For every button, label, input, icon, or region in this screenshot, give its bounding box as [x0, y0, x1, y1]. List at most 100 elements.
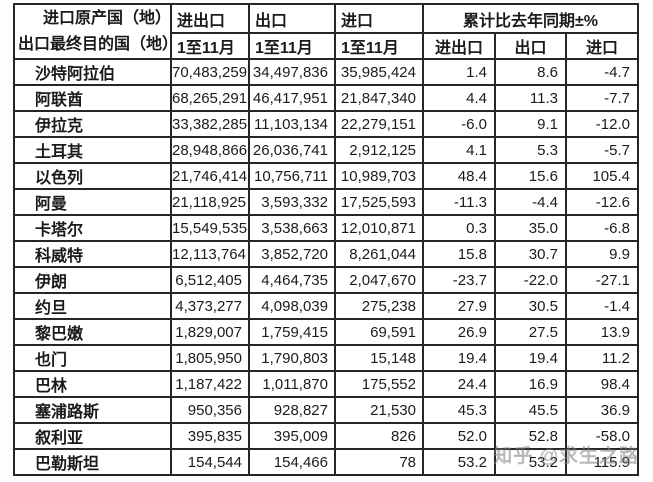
header-yoy-group: 累计比去年同期±% — [422, 3, 639, 34]
imp-exp-value-cell: 395,835 — [170, 422, 250, 450]
yoy-imp-exp-cell: 45.3 — [422, 396, 496, 424]
header-period-imp: 1至11月 — [334, 32, 424, 60]
table-row: 巴勒斯坦 154,544 154,466 78 53.2 53.2 115.9 — [13, 448, 639, 476]
yoy-imp-exp-cell: 48.4 — [422, 162, 496, 190]
header-yoy-imp: 进口 — [565, 32, 639, 60]
yoy-imp-exp-cell: 4.1 — [422, 136, 496, 164]
yoy-imp-exp-cell: -23.7 — [422, 266, 496, 294]
yoy-exp-cell: 11.3 — [494, 84, 567, 112]
table-header: 进口原产国（地） 出口最终目的国（地） 进出口 出口 进口 累计比去年同期±% … — [13, 3, 639, 60]
header-imp-exp: 进出口 — [170, 3, 250, 34]
country-name-cell: 伊拉克 — [13, 110, 172, 138]
yoy-exp-cell: 16.9 — [494, 370, 567, 398]
exp-value-cell: 3,538,663 — [248, 214, 336, 242]
imp-value-cell: 8,261,044 — [334, 240, 424, 268]
yoy-exp-cell: 35.0 — [494, 214, 567, 242]
yoy-imp-cell: 36.9 — [565, 396, 639, 424]
table-row: 伊拉克 33,382,285 11,103,134 22,279,151 -6.… — [13, 110, 639, 138]
table-row: 沙特阿拉伯 70,483,259 34,497,836 35,985,424 1… — [13, 58, 639, 86]
exp-value-cell: 26,036,741 — [248, 136, 336, 164]
table-row: 阿曼 21,118,925 3,593,332 17,525,593 -11.3… — [13, 188, 639, 216]
yoy-imp-cell: -7.7 — [565, 84, 639, 112]
imp-exp-value-cell: 28,948,866 — [170, 136, 250, 164]
yoy-imp-cell: 105.4 — [565, 162, 639, 190]
exp-value-cell: 4,464,735 — [248, 266, 336, 294]
country-name-cell: 科威特 — [13, 240, 172, 268]
imp-exp-value-cell: 154,544 — [170, 448, 250, 476]
table-row: 约旦 4,373,277 4,098,039 275,238 27.9 30.5… — [13, 292, 639, 320]
imp-exp-value-cell: 70,483,259 — [170, 58, 250, 86]
country-name-cell: 黎巴嫩 — [13, 318, 172, 346]
yoy-imp-cell: -1.4 — [565, 292, 639, 320]
imp-exp-value-cell: 1,187,422 — [170, 370, 250, 398]
yoy-exp-cell: 19.4 — [494, 344, 567, 372]
exp-value-cell: 1,011,870 — [248, 370, 336, 398]
imp-exp-value-cell: 1,805,950 — [170, 344, 250, 372]
imp-exp-value-cell: 6,512,405 — [170, 266, 250, 294]
table-row: 叙利亚 395,835 395,009 826 52.0 52.8 -58.0 — [13, 422, 639, 450]
table-row: 黎巴嫩 1,829,007 1,759,415 69,591 26.9 27.5… — [13, 318, 639, 346]
country-name-cell: 塞浦路斯 — [13, 396, 172, 424]
yoy-imp-cell: 115.9 — [565, 448, 639, 476]
table-row: 也门 1,805,950 1,790,803 15,148 19.4 19.4 … — [13, 344, 639, 372]
exp-value-cell: 4,098,039 — [248, 292, 336, 320]
exp-value-cell: 395,009 — [248, 422, 336, 450]
imp-value-cell: 17,525,593 — [334, 188, 424, 216]
country-name-cell: 沙特阿拉伯 — [13, 58, 172, 86]
imp-value-cell: 2,912,125 — [334, 136, 424, 164]
yoy-imp-exp-cell: 27.9 — [422, 292, 496, 320]
header-country-line2: 出口最终目的国（地） — [18, 36, 171, 53]
imp-value-cell: 10,989,703 — [334, 162, 424, 190]
country-name-cell: 阿曼 — [13, 188, 172, 216]
imp-exp-value-cell: 21,118,925 — [170, 188, 250, 216]
yoy-imp-cell: -5.7 — [565, 136, 639, 164]
yoy-imp-cell: 98.4 — [565, 370, 639, 398]
country-name-cell: 土耳其 — [13, 136, 172, 164]
yoy-imp-exp-cell: -11.3 — [422, 188, 496, 216]
yoy-exp-cell: 53.2 — [494, 448, 567, 476]
table-row: 科威特 12,113,764 3,852,720 8,261,044 15.8 … — [13, 240, 639, 268]
yoy-exp-cell: 5.3 — [494, 136, 567, 164]
header-imp: 进口 — [334, 3, 424, 34]
country-name-cell: 约旦 — [13, 292, 172, 320]
imp-value-cell: 21,847,340 — [334, 84, 424, 112]
exp-value-cell: 10,756,711 — [248, 162, 336, 190]
yoy-imp-exp-cell: 15.8 — [422, 240, 496, 268]
exp-value-cell: 3,593,332 — [248, 188, 336, 216]
yoy-imp-cell: -12.6 — [565, 188, 639, 216]
imp-exp-value-cell: 12,113,764 — [170, 240, 250, 268]
exp-value-cell: 928,827 — [248, 396, 336, 424]
imp-value-cell: 35,985,424 — [334, 58, 424, 86]
table-row: 土耳其 28,948,866 26,036,741 2,912,125 4.1 … — [13, 136, 639, 164]
imp-value-cell: 275,238 — [334, 292, 424, 320]
yoy-imp-exp-cell: 19.4 — [422, 344, 496, 372]
yoy-imp-cell: -4.7 — [565, 58, 639, 86]
imp-value-cell: 15,148 — [334, 344, 424, 372]
yoy-imp-cell: -12.0 — [565, 110, 639, 138]
yoy-imp-exp-cell: 53.2 — [422, 448, 496, 476]
yoy-imp-cell: 13.9 — [565, 318, 639, 346]
table-row: 巴林 1,187,422 1,011,870 175,552 24.4 16.9… — [13, 370, 639, 398]
table-row: 以色列 21,746,414 10,756,711 10,989,703 48.… — [13, 162, 639, 190]
yoy-imp-exp-cell: 0.3 — [422, 214, 496, 242]
imp-exp-value-cell: 4,373,277 — [170, 292, 250, 320]
header-yoy-imp-exp: 进出口 — [422, 32, 496, 60]
yoy-exp-cell: 45.5 — [494, 396, 567, 424]
yoy-exp-cell: 8.6 — [494, 58, 567, 86]
table-row: 卡塔尔 15,549,535 3,538,663 12,010,871 0.3 … — [13, 214, 639, 242]
imp-value-cell: 175,552 — [334, 370, 424, 398]
exp-value-cell: 1,759,415 — [248, 318, 336, 346]
header-country-line1: 进口原产国（地） — [43, 10, 171, 27]
exp-value-cell: 1,790,803 — [248, 344, 336, 372]
yoy-imp-cell: -58.0 — [565, 422, 639, 450]
country-name-cell: 阿联酋 — [13, 84, 172, 112]
yoy-imp-exp-cell: 26.9 — [422, 318, 496, 346]
yoy-exp-cell: 27.5 — [494, 318, 567, 346]
yoy-exp-cell: 15.6 — [494, 162, 567, 190]
header-period-imp-exp: 1至11月 — [170, 32, 250, 60]
yoy-exp-cell: 52.8 — [494, 422, 567, 450]
yoy-imp-exp-cell: -6.0 — [422, 110, 496, 138]
imp-exp-value-cell: 950,356 — [170, 396, 250, 424]
country-name-cell: 伊朗 — [13, 266, 172, 294]
imp-value-cell: 21,530 — [334, 396, 424, 424]
